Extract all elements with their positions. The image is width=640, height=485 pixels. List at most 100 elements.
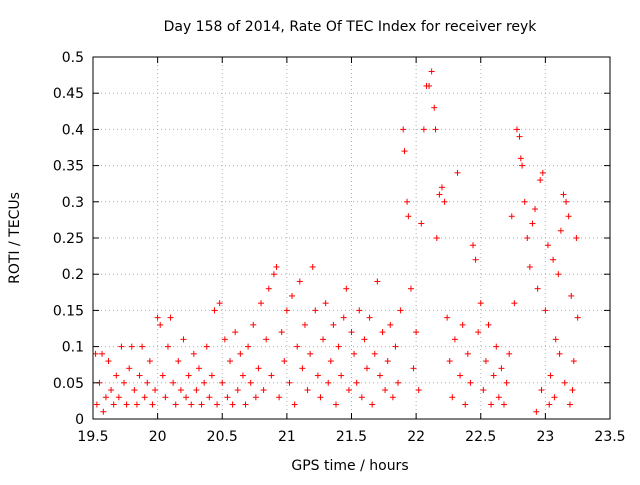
data-point — [415, 387, 422, 394]
data-point — [574, 314, 581, 321]
data-point — [93, 401, 100, 408]
data-point — [503, 379, 510, 386]
data-point — [557, 227, 564, 234]
x-tick-label: 19.5 — [77, 429, 108, 445]
data-point — [459, 321, 466, 328]
data-point — [299, 365, 306, 372]
data-point — [141, 394, 148, 401]
data-point — [532, 206, 539, 213]
data-point — [289, 292, 296, 299]
data-point — [498, 365, 505, 372]
y-tick-label: 0.35 — [53, 159, 84, 175]
data-point — [565, 213, 572, 220]
data-point — [387, 321, 394, 328]
data-point — [537, 177, 544, 184]
data-point — [325, 379, 332, 386]
data-point — [92, 350, 99, 357]
data-point — [392, 343, 399, 350]
data-point — [115, 394, 122, 401]
data-point — [260, 387, 267, 394]
data-point — [250, 321, 257, 328]
data-point — [320, 336, 327, 343]
data-point — [198, 401, 205, 408]
data-point — [304, 387, 311, 394]
data-point — [195, 365, 202, 372]
data-point — [118, 343, 125, 350]
data-point — [451, 336, 458, 343]
data-point — [395, 379, 402, 386]
y-tick-label: 0 — [75, 412, 84, 428]
data-point — [529, 220, 536, 227]
data-point — [413, 329, 420, 336]
data-point — [242, 401, 249, 408]
y-tick-label: 0.15 — [53, 303, 84, 319]
y-tick-label: 0.4 — [62, 122, 84, 138]
data-point — [376, 372, 383, 379]
x-tick-label: 23.5 — [594, 429, 625, 445]
data-point — [136, 372, 143, 379]
data-point — [211, 307, 218, 314]
data-point — [508, 213, 515, 220]
data-point — [100, 408, 107, 415]
data-point — [519, 162, 526, 169]
x-tick-label: 21.5 — [336, 429, 367, 445]
data-point — [144, 379, 151, 386]
data-point — [467, 379, 474, 386]
data-point — [358, 394, 365, 401]
data-point — [340, 314, 347, 321]
data-point — [307, 350, 314, 357]
data-point — [263, 336, 270, 343]
data-point — [108, 387, 115, 394]
data-point — [273, 263, 280, 270]
data-point — [524, 235, 531, 241]
data-point — [345, 387, 352, 394]
data-point — [418, 220, 425, 227]
data-point — [516, 133, 523, 140]
data-point — [436, 191, 443, 198]
data-point — [449, 394, 456, 401]
data-point — [472, 256, 479, 263]
data-point — [146, 358, 153, 365]
data-point — [560, 191, 567, 198]
data-point — [546, 401, 553, 408]
data-point — [501, 401, 508, 408]
data-point — [431, 104, 438, 111]
data-point — [426, 82, 433, 89]
y-tick-label: 0.5 — [62, 50, 84, 66]
y-tick-label: 0.05 — [53, 376, 84, 392]
data-point — [384, 358, 391, 365]
data-point — [547, 372, 554, 379]
data-point — [568, 292, 575, 299]
data-point — [534, 285, 541, 292]
data-point — [517, 155, 524, 162]
data-point — [573, 235, 580, 241]
data-point — [485, 321, 492, 328]
data-point — [216, 300, 223, 307]
data-point — [281, 358, 288, 365]
data-point — [247, 379, 254, 386]
data-point — [379, 329, 386, 336]
data-point — [353, 379, 360, 386]
data-point — [128, 343, 135, 350]
data-point — [401, 148, 408, 155]
data-point — [203, 343, 210, 350]
data-point — [428, 68, 435, 75]
data-point — [338, 372, 345, 379]
data-point — [538, 387, 545, 394]
data-point — [506, 350, 513, 357]
y-axis-label: ROTI / TECUs — [7, 192, 23, 284]
data-point — [201, 379, 208, 386]
data-point — [255, 365, 262, 372]
data-point — [188, 401, 195, 408]
data-point — [561, 379, 568, 386]
data-point — [405, 213, 412, 220]
data-point — [164, 343, 171, 350]
data-point — [382, 387, 389, 394]
x-tick-label: 22.5 — [465, 429, 496, 445]
data-point — [556, 350, 563, 357]
data-point — [366, 314, 373, 321]
data-point — [245, 343, 252, 350]
axis-ticks: 19.5 20 20.5 21 21.5 22 22.5 23 23.5 0 0.05 0.1 0.15… — [53, 50, 626, 445]
data-point — [570, 358, 577, 365]
data-point — [172, 401, 179, 408]
